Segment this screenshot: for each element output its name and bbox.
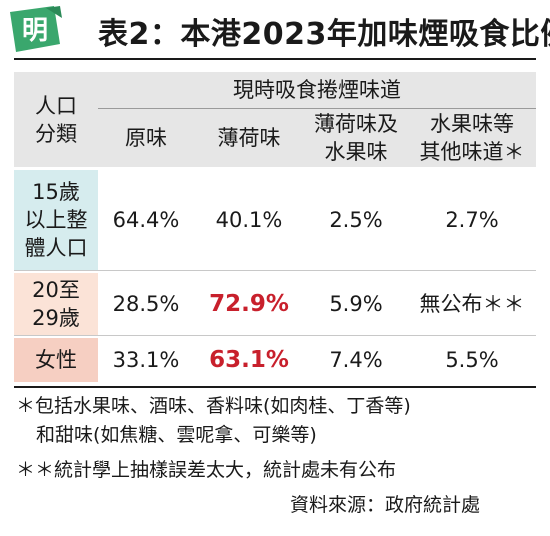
col-header-menthol-fruit: 薄荷味及 水果味: [314, 111, 398, 164]
table-cell: 無公布＊＊: [419, 292, 525, 316]
row-label-overall: 15歲 以上整 體人口: [14, 170, 98, 270]
table-cell: 5.9%: [329, 292, 383, 316]
table-cell: 7.4%: [329, 348, 383, 372]
row-header-label: 人口 分類: [35, 93, 77, 146]
row-label-age-20-29: 20至 29歲: [14, 273, 98, 335]
header: 明 表2：本港2023年加味煙吸食比例: [0, 0, 550, 56]
table-header-bg: [14, 72, 536, 167]
footnote-1-line-2: 和甜味(如焦糖、雲呢拿、可樂等): [36, 424, 317, 446]
ming-pao-logo-icon: 明: [10, 6, 62, 52]
table-cell: 2.7%: [445, 208, 499, 232]
footnote-1-line-1: ＊包括水果味、酒味、香料味(如肉桂、丁香等): [16, 395, 411, 417]
source-note: 資料來源：政府統計處: [290, 494, 481, 516]
col-header-menthol: 薄荷味: [217, 125, 281, 150]
table-cell-highlight: 72.9%: [209, 291, 289, 317]
title-rule: [14, 58, 536, 60]
table-cell: 40.1%: [215, 208, 283, 232]
footnote-2: ＊＊統計學上抽樣誤差太大，統計處未有公布: [16, 459, 397, 481]
table-cell: 64.4%: [112, 208, 180, 232]
row-divider: [14, 335, 536, 336]
row-divider: [14, 270, 536, 271]
col-header-plain: 原味: [125, 125, 167, 150]
table-cell: 5.5%: [445, 348, 499, 372]
table-cell: 33.1%: [112, 348, 180, 372]
table-cell: 28.5%: [112, 292, 180, 316]
logo-char: 明: [22, 16, 48, 46]
page-title: 表2：本港2023年加味煙吸食比例: [98, 17, 550, 52]
table-bottom-rule: [14, 386, 536, 388]
col-header-fruit-other: 水果味等 其他味道＊: [419, 111, 525, 164]
table-cell: 2.5%: [329, 208, 383, 232]
table-cell-highlight: 63.1%: [209, 347, 289, 373]
super-header: 現時吸食捲煙味道: [98, 72, 536, 109]
row-label-female: 女性: [14, 338, 98, 382]
